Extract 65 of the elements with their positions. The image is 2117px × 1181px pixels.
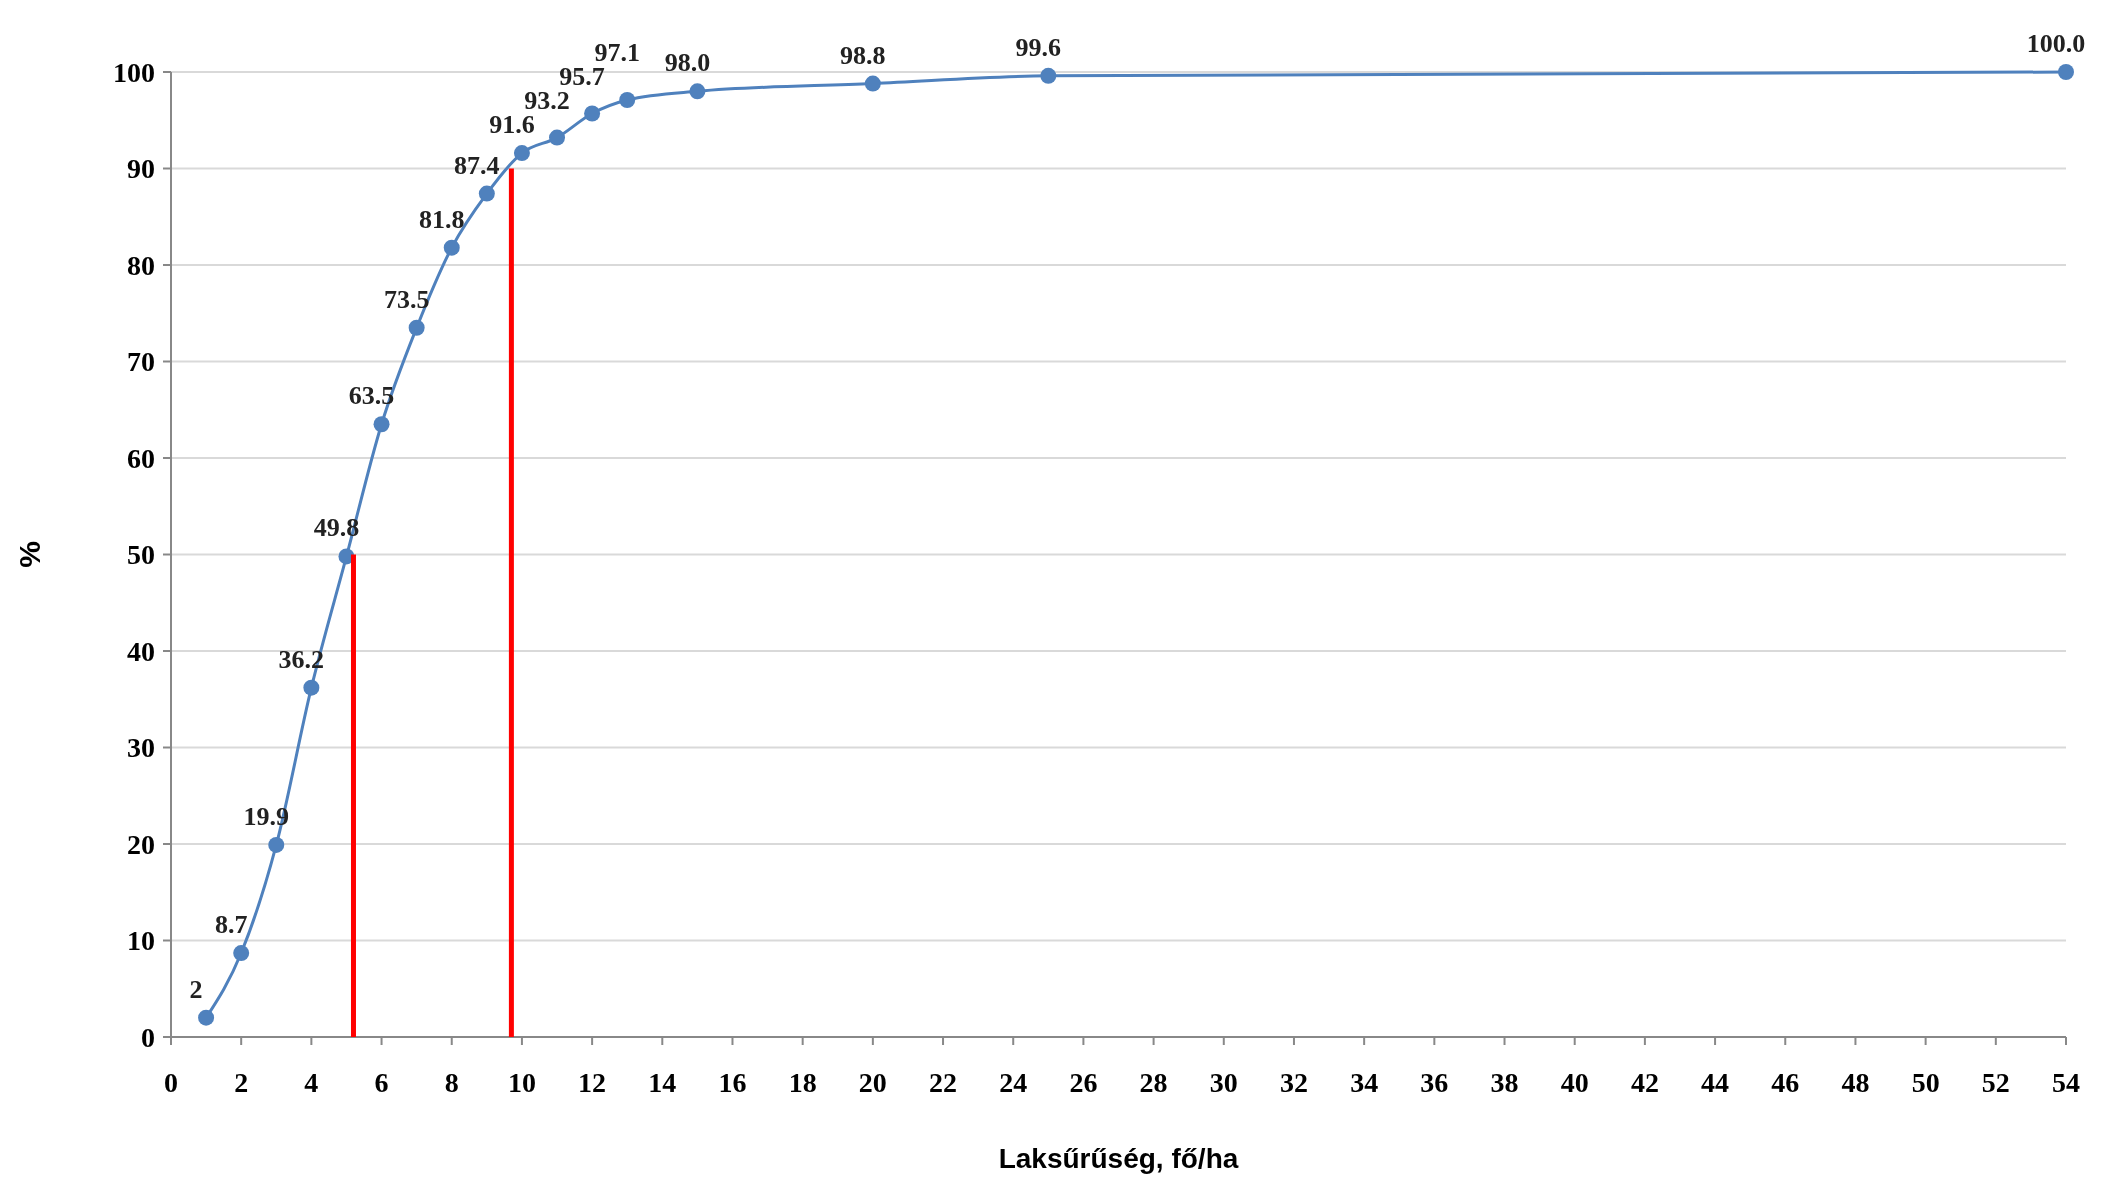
point: [1040, 67, 1057, 84]
y-tick-label: 50: [127, 539, 155, 571]
x-tick-label: 8: [444, 1067, 459, 1098]
y-tick-label: 40: [127, 635, 155, 667]
x-tick-label: 4: [304, 1067, 319, 1098]
x-axis-title: Laksűrűség, fő/ha: [998, 1143, 1239, 1174]
x-tick-label: 20: [858, 1067, 887, 1098]
data-label: 87.4: [454, 150, 500, 180]
point: [198, 1009, 215, 1026]
data-label: 2: [189, 974, 203, 1004]
point: [619, 91, 636, 108]
point: [443, 239, 460, 256]
point: [303, 679, 320, 696]
x-tick-label: 48: [1841, 1067, 1870, 1098]
point: [689, 83, 706, 100]
point: [513, 145, 530, 162]
y-tick-label: 60: [127, 442, 155, 474]
x-tick-label: 36: [1420, 1067, 1449, 1098]
x-tick-label: 40: [1560, 1067, 1589, 1098]
x-tick-label: 6: [374, 1067, 389, 1098]
x-tick-label: 28: [1139, 1067, 1168, 1098]
data-label: 81.8: [418, 204, 465, 234]
y-tick-label: 70: [127, 346, 155, 378]
y-tick-label: 20: [127, 828, 155, 860]
data-label: 8.7: [214, 910, 248, 940]
x-tick-label: 18: [788, 1067, 817, 1098]
point: [408, 319, 425, 336]
x-tick-label: 22: [929, 1067, 958, 1098]
x-tick-label: 38: [1490, 1067, 1519, 1098]
y-axis-title: %: [13, 541, 46, 568]
data-label: 98.0: [664, 48, 711, 78]
x-tick-label: 12: [578, 1067, 607, 1098]
x-tick-label: 42: [1630, 1067, 1659, 1098]
point: [268, 836, 285, 853]
x-tick-label: 34: [1350, 1067, 1379, 1098]
y-tick-label: 90: [127, 153, 155, 185]
x-tick-label: 14: [648, 1067, 677, 1098]
point: [864, 75, 881, 92]
y-tick-label: 80: [127, 249, 155, 281]
x-tick-label: 24: [999, 1067, 1028, 1098]
point: [373, 416, 390, 433]
point: [549, 129, 566, 146]
x-tick-label: 54: [2052, 1067, 2080, 1098]
data-label: 100.0: [2026, 29, 2086, 58]
point: [584, 105, 601, 122]
x-tick-label: 26: [1069, 1067, 1098, 1098]
y-tick-label: 10: [127, 925, 155, 957]
x-tick-label: 46: [1771, 1067, 1800, 1098]
x-tick-label: 2: [234, 1067, 249, 1098]
x-tick-label: 32: [1279, 1067, 1308, 1098]
x-tick-label: 10: [507, 1067, 536, 1098]
point: [478, 185, 495, 202]
x-tick-label: 50: [1911, 1067, 1940, 1098]
y-tick-label: 100: [113, 56, 155, 88]
x-tick-label: 0: [164, 1067, 178, 1098]
x-tick-label: 16: [718, 1067, 747, 1098]
point: [233, 945, 250, 962]
x-tick-label: 52: [1981, 1067, 2010, 1098]
data-label: 98.8: [840, 40, 886, 70]
y-tick-label: 0: [141, 1021, 155, 1053]
x-tick-label: 30: [1209, 1067, 1238, 1098]
data-label: 99.6: [1015, 32, 1062, 62]
point: [2058, 64, 2074, 80]
y-tick-label: 30: [127, 732, 155, 764]
x-tick-label: 44: [1701, 1067, 1730, 1098]
